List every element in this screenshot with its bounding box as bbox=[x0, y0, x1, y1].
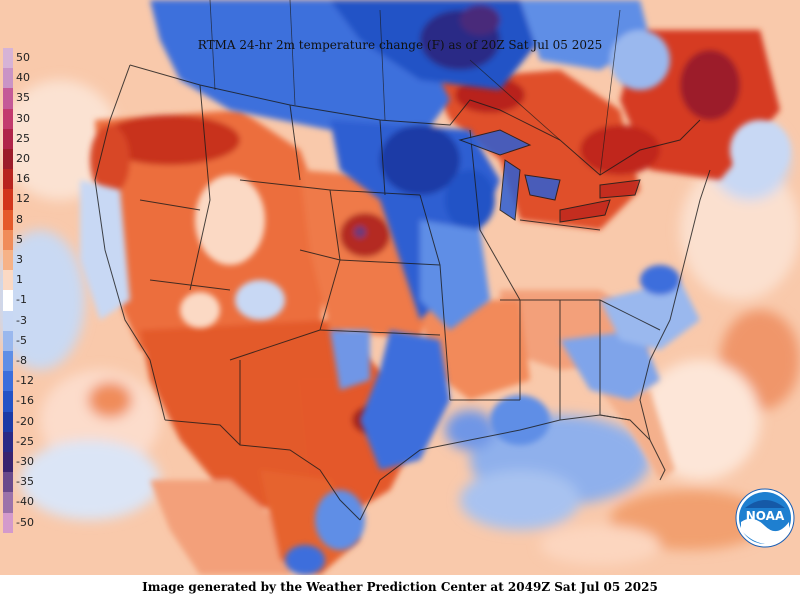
legend-item: 8 bbox=[3, 209, 93, 230]
legend-label: -16 bbox=[16, 394, 34, 408]
legend-swatch bbox=[3, 189, 13, 210]
legend-swatch bbox=[3, 351, 13, 372]
legend-label: -50 bbox=[16, 515, 34, 529]
legend-swatch bbox=[3, 128, 13, 149]
legend-item: -50 bbox=[3, 512, 93, 533]
legend-item: 35 bbox=[3, 88, 93, 109]
legend-item: -12 bbox=[3, 371, 93, 392]
noaa-logo-text: NOAA bbox=[746, 509, 785, 523]
legend-item: 5 bbox=[3, 229, 93, 250]
legend-label: -25 bbox=[16, 434, 34, 448]
legend-label: -8 bbox=[16, 354, 27, 368]
legend-label: 50 bbox=[16, 51, 30, 65]
legend-label: 12 bbox=[16, 192, 30, 206]
legend-swatch bbox=[3, 512, 13, 533]
legend-label: -35 bbox=[16, 475, 34, 489]
legend-swatch bbox=[3, 108, 13, 129]
legend-label: 16 bbox=[16, 172, 30, 186]
legend-item: -8 bbox=[3, 351, 93, 372]
legend-swatch bbox=[3, 371, 13, 392]
legend-swatch bbox=[3, 68, 13, 89]
map-canvas bbox=[0, 0, 800, 575]
legend-swatch bbox=[3, 88, 13, 109]
legend-item: -25 bbox=[3, 431, 93, 452]
legend-swatch bbox=[3, 492, 13, 513]
legend-label: -5 bbox=[16, 333, 27, 347]
legend-item: 16 bbox=[3, 169, 93, 190]
legend-label: -30 bbox=[16, 455, 34, 469]
legend-label: 30 bbox=[16, 111, 30, 125]
legend-label: 1 bbox=[16, 273, 23, 287]
footer-caption: Image generated by the Weather Predictio… bbox=[0, 577, 800, 600]
legend-label: 40 bbox=[16, 71, 30, 85]
legend-item: -1 bbox=[3, 290, 93, 311]
legend-swatch bbox=[3, 330, 13, 351]
legend-item: 20 bbox=[3, 149, 93, 170]
legend-label: -1 bbox=[16, 293, 27, 307]
legend-swatch bbox=[3, 209, 13, 230]
legend-swatch bbox=[3, 431, 13, 452]
legend-label: 25 bbox=[16, 131, 30, 145]
legend-label: 3 bbox=[16, 253, 23, 267]
legend-swatch bbox=[3, 169, 13, 190]
legend-label: -3 bbox=[16, 313, 27, 327]
legend-item: -5 bbox=[3, 330, 93, 351]
legend-item: 30 bbox=[3, 108, 93, 129]
legend-swatch bbox=[3, 149, 13, 170]
legend-label: -12 bbox=[16, 374, 34, 388]
legend-swatch bbox=[3, 452, 13, 473]
legend-label: 20 bbox=[16, 152, 30, 166]
legend-item: 40 bbox=[3, 68, 93, 89]
legend-swatch bbox=[3, 310, 13, 331]
legend-swatch bbox=[3, 290, 13, 311]
legend-swatch bbox=[3, 250, 13, 271]
legend-label: 5 bbox=[16, 232, 23, 246]
legend-swatch bbox=[3, 48, 13, 69]
legend-item: 50 bbox=[3, 48, 93, 69]
legend-label: 35 bbox=[16, 91, 30, 105]
legend-swatch bbox=[3, 229, 13, 250]
legend-swatch bbox=[3, 411, 13, 432]
legend-swatch bbox=[3, 391, 13, 412]
legend-label: -40 bbox=[16, 495, 34, 509]
legend-label: -20 bbox=[16, 414, 34, 428]
legend-item: 3 bbox=[3, 250, 93, 271]
legend-item: -16 bbox=[3, 391, 93, 412]
legend-item: -40 bbox=[3, 492, 93, 513]
legend-label: 8 bbox=[16, 212, 23, 226]
legend-swatch bbox=[3, 472, 13, 493]
legend-swatch bbox=[3, 270, 13, 291]
legend-item: -30 bbox=[3, 452, 93, 473]
temperature-change-map: RTMA 24-hr 2m temperature change (F) as … bbox=[0, 0, 800, 575]
legend-item: 1 bbox=[3, 270, 93, 291]
legend-item: -20 bbox=[3, 411, 93, 432]
legend-item: 25 bbox=[3, 128, 93, 149]
legend-item: 12 bbox=[3, 189, 93, 210]
map-title: RTMA 24-hr 2m temperature change (F) as … bbox=[197, 38, 603, 52]
legend-item: -35 bbox=[3, 472, 93, 493]
legend-item: -3 bbox=[3, 310, 93, 331]
noaa-logo: NOAA bbox=[735, 488, 795, 548]
